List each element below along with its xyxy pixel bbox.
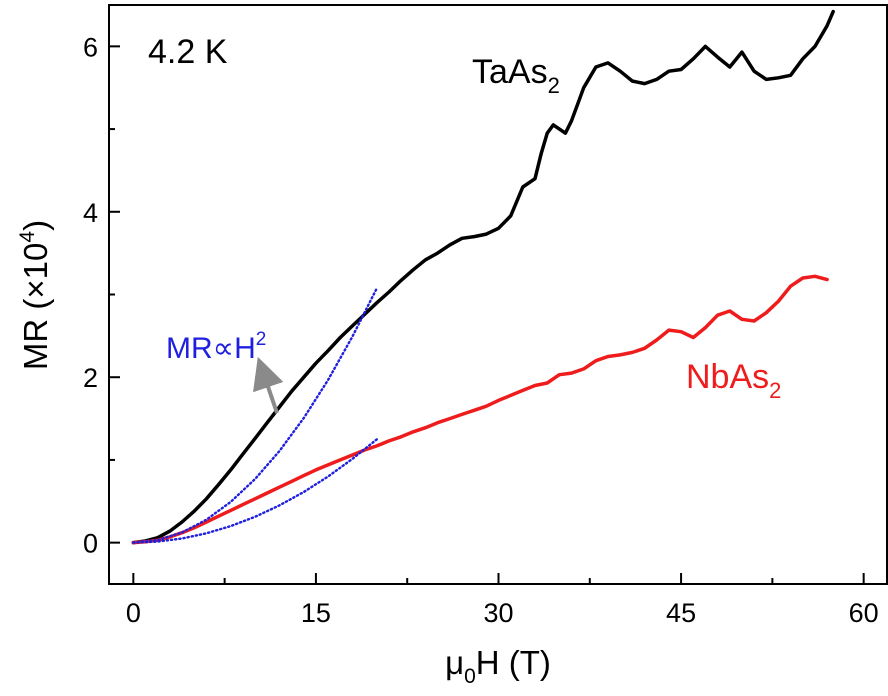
y-axis-label: MR (×104)	[16, 220, 54, 370]
x-axis-label: μ0H (T)	[445, 644, 551, 688]
x-tick-label: 30	[483, 598, 513, 628]
labels-layer: 4.2 K TaAs2 NbAs2 MR∝H2 MR (×104) μ0H (T…	[16, 33, 781, 688]
y-tick-label: 0	[83, 529, 98, 559]
temperature-label: 4.2 K	[148, 33, 228, 71]
series-layer	[131, 9, 835, 545]
series-line-nbas2	[131, 274, 829, 545]
axes: 0 15 30 45 60 0 2 4 6	[83, 4, 888, 628]
fit-arrow	[253, 356, 284, 414]
series-line-fit-2	[132, 287, 378, 544]
series-line-fit-3	[132, 438, 378, 544]
y-tick-label: 2	[83, 363, 98, 393]
x-tick-label: 45	[666, 598, 696, 628]
taas2-series-label: TaAs2	[472, 53, 560, 98]
fit-label: MR∝H2	[166, 329, 266, 365]
nbas2-series-label: NbAs2	[686, 358, 781, 403]
x-tick-label: 15	[301, 598, 331, 628]
y-tick-label: 4	[83, 198, 98, 228]
x-tick-label: 60	[849, 598, 879, 628]
plot-frame	[108, 4, 888, 585]
y-tick-label: 6	[83, 32, 98, 62]
series-line-taas2	[131, 9, 835, 545]
x-tick-label: 0	[126, 598, 141, 628]
